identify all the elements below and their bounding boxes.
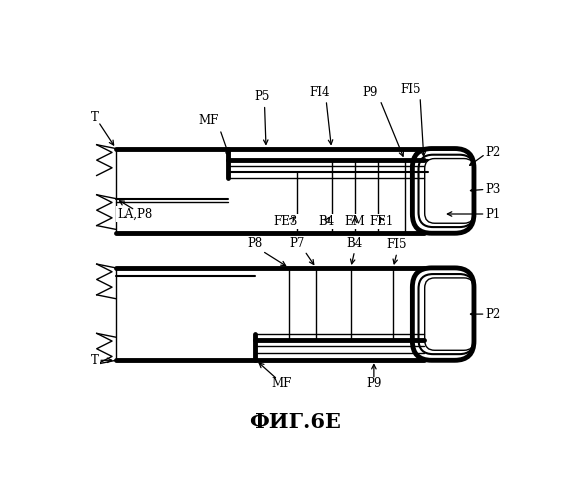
Text: B4: B4 <box>318 215 334 228</box>
Text: EM: EM <box>344 215 365 228</box>
Text: FE3: FE3 <box>273 215 298 228</box>
Text: FE1: FE1 <box>369 215 394 228</box>
Text: P8: P8 <box>247 237 262 250</box>
Text: LA,P8: LA,P8 <box>118 208 153 220</box>
Text: ФИГ.6Е: ФИГ.6Е <box>249 412 341 432</box>
Text: P7: P7 <box>289 237 305 250</box>
Text: MF: MF <box>271 377 291 390</box>
Text: P9: P9 <box>362 86 378 99</box>
Text: FI5: FI5 <box>387 238 407 252</box>
Text: P1: P1 <box>485 208 501 220</box>
Text: P2: P2 <box>485 308 501 320</box>
Text: B4: B4 <box>347 237 363 250</box>
Text: T: T <box>91 354 99 367</box>
Text: T: T <box>91 112 99 124</box>
Text: P3: P3 <box>485 183 501 196</box>
Text: MF: MF <box>198 114 219 126</box>
Text: P5: P5 <box>254 90 270 104</box>
Text: P9: P9 <box>366 377 381 390</box>
Text: FI4: FI4 <box>310 86 330 99</box>
Text: FI5: FI5 <box>400 83 421 96</box>
Text: P2: P2 <box>485 146 501 159</box>
